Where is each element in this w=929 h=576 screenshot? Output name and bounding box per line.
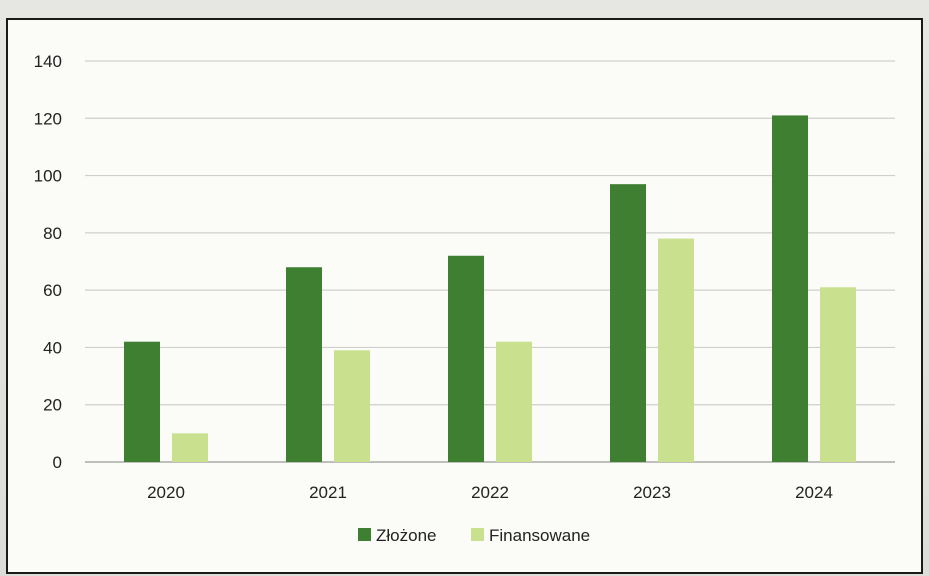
y-axis-ticks: 0 20 40 60 80 100 120 140	[34, 52, 62, 472]
y-tick-label: 140	[34, 52, 62, 71]
x-axis-ticks: 2020 2021 2022 2023 2024	[147, 483, 833, 502]
y-tick-label: 120	[34, 109, 62, 128]
y-tick-label: 60	[43, 281, 62, 300]
bar-zlozone-2024	[772, 115, 808, 463]
bar-finansowane-2020	[172, 433, 208, 462]
y-tick-label: 80	[43, 224, 62, 243]
bar-zlozone-2022	[448, 255, 484, 462]
x-tick-label: 2021	[309, 483, 347, 502]
bars	[124, 115, 856, 463]
legend-swatch-zlozone	[358, 528, 371, 541]
bar-finansowane-2023	[658, 238, 694, 462]
bar-zlozone-2021	[286, 267, 322, 462]
legend: Złożone Finansowane	[358, 526, 590, 545]
legend-label-zlozone: Złożone	[376, 526, 436, 545]
y-tick-label: 100	[34, 167, 62, 186]
x-tick-label: 2022	[471, 483, 509, 502]
bar-zlozone-2023	[610, 184, 646, 462]
bar-finansowane-2022	[496, 341, 532, 462]
x-tick-label: 2020	[147, 483, 185, 502]
legend-label-finansowane: Finansowane	[489, 526, 590, 545]
bar-finansowane-2021	[334, 350, 370, 462]
gridlines	[85, 60, 895, 463]
x-tick-label: 2024	[795, 483, 833, 502]
y-tick-label: 0	[53, 453, 62, 472]
x-tick-label: 2023	[633, 483, 671, 502]
bar-finansowane-2024	[820, 287, 856, 462]
legend-swatch-finansowane	[471, 528, 484, 541]
y-tick-label: 20	[43, 396, 62, 415]
y-tick-label: 40	[43, 338, 62, 357]
bar-zlozone-2020	[124, 341, 160, 462]
